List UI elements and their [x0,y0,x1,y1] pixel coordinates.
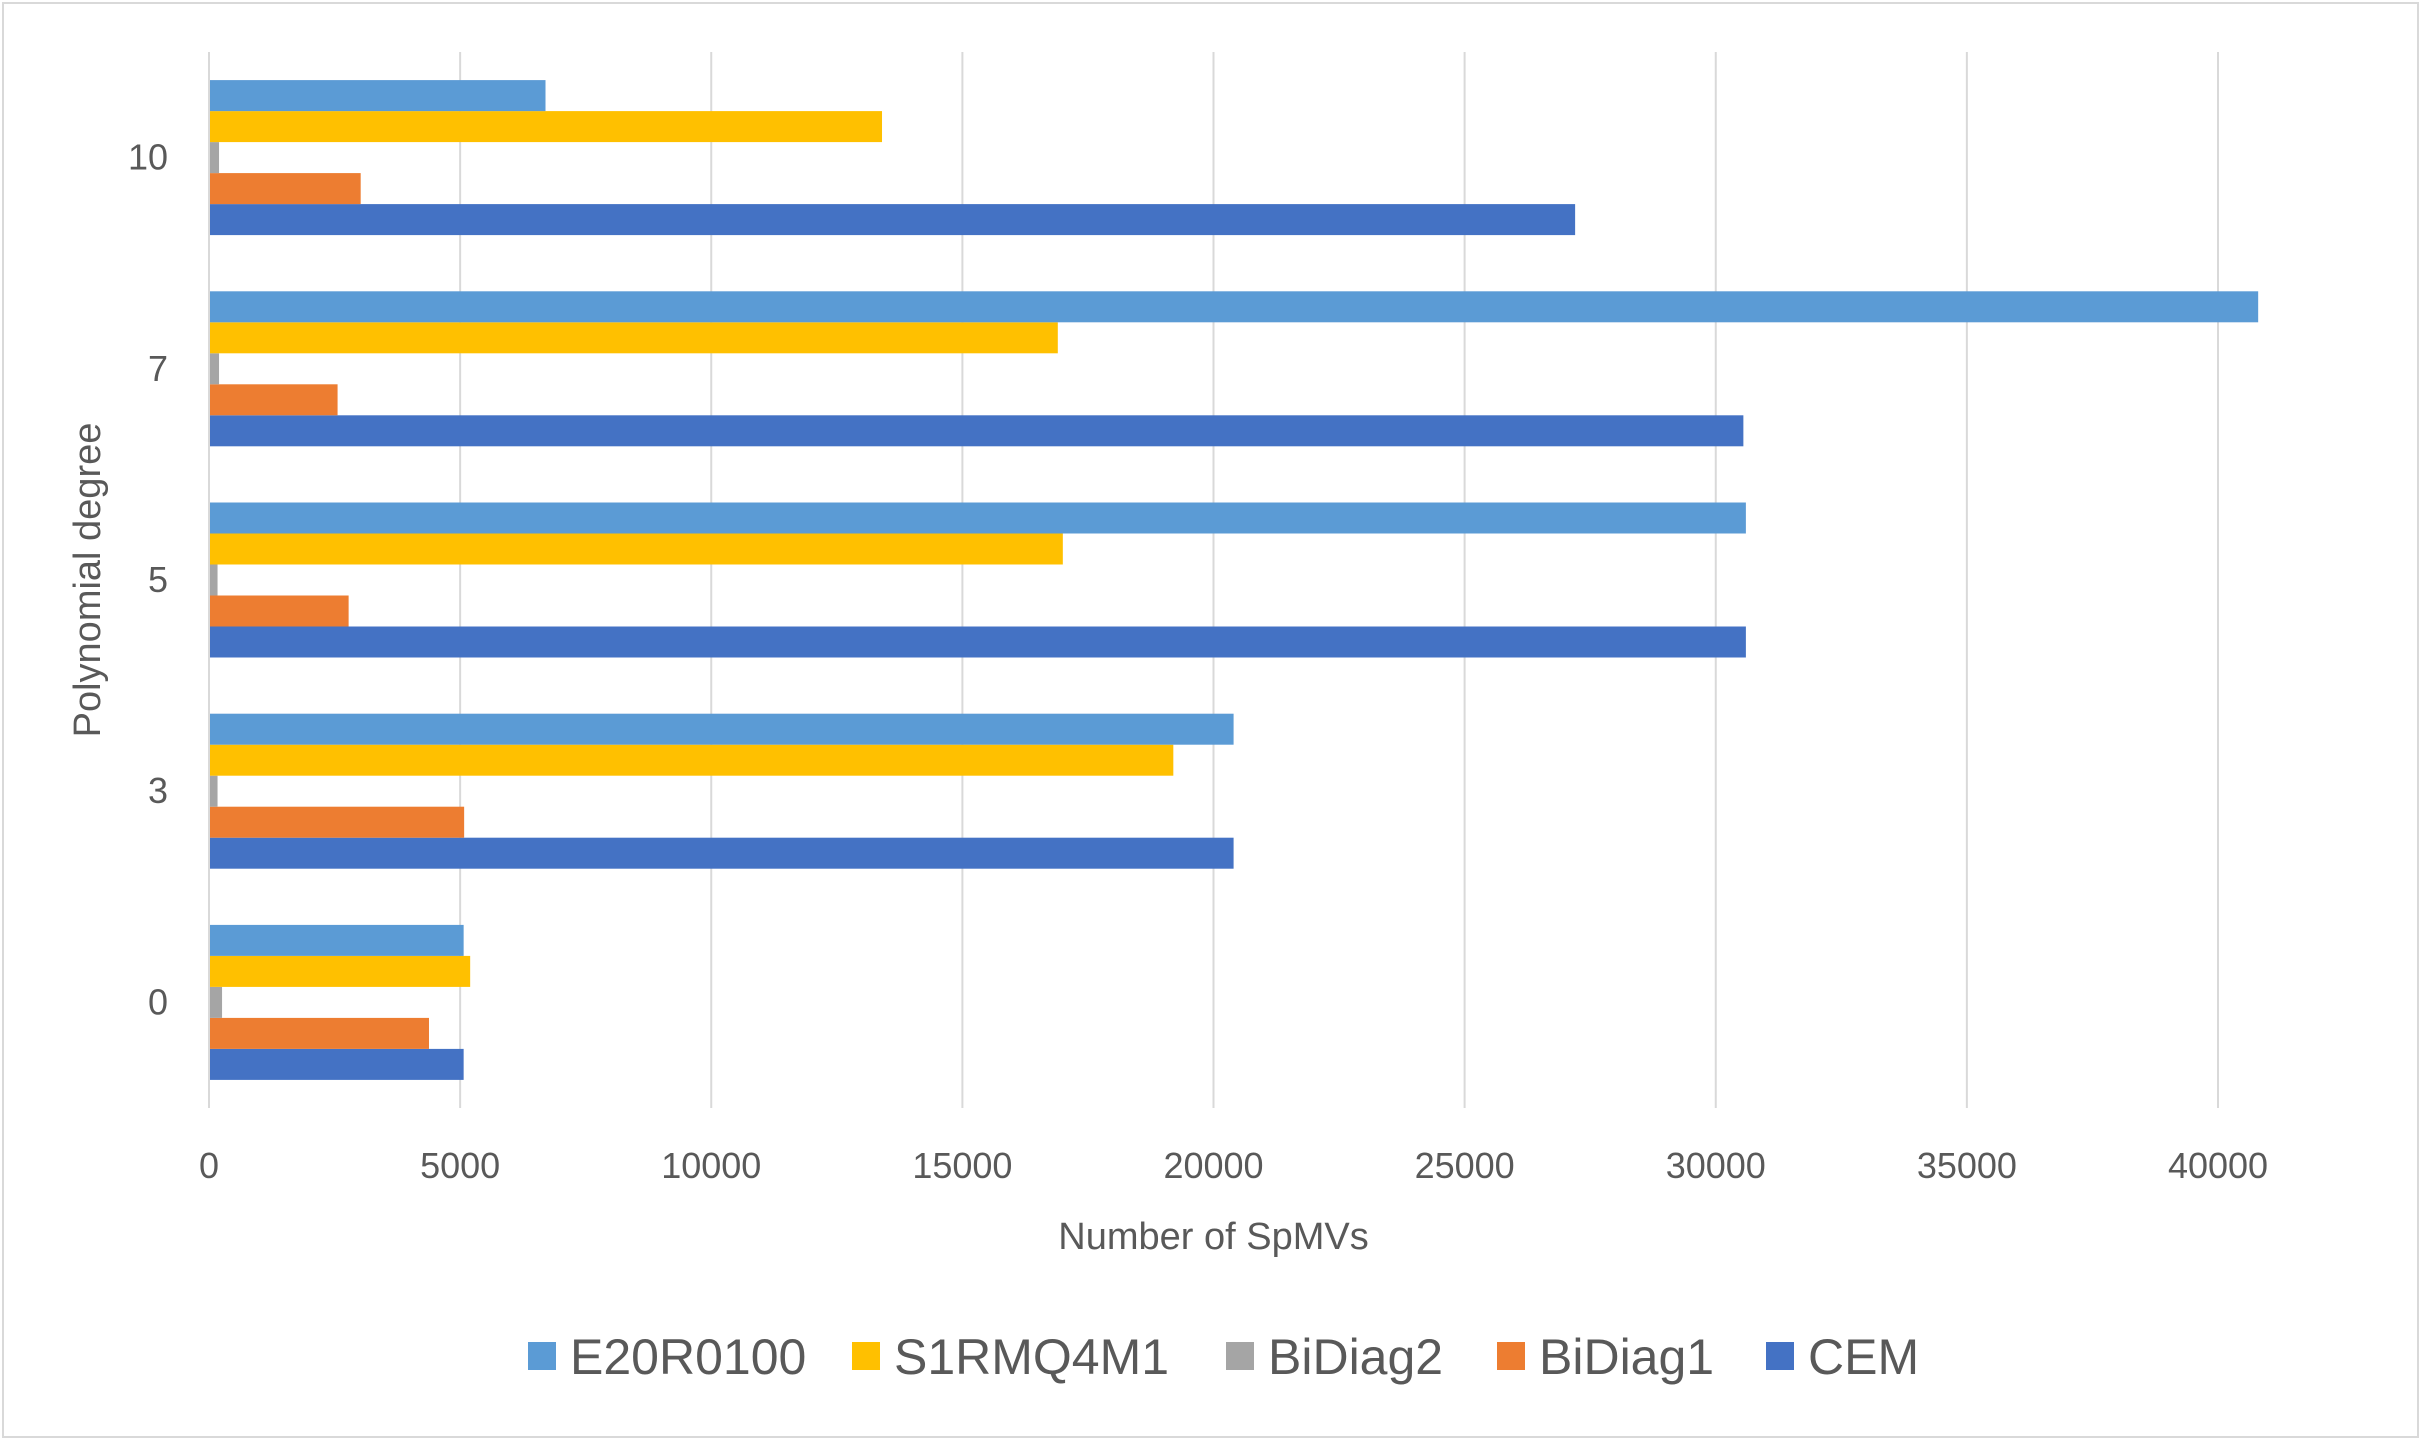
bar-bidiag1-degree-10 [209,173,361,205]
legend-swatch-bidiag1 [1497,1342,1525,1370]
bar-s1rmq4m1-degree-7 [209,322,1058,354]
legend-label-e20r0100: E20R0100 [570,1329,806,1385]
bar-bidiag1-degree-5 [209,595,349,627]
x-tick-label: 40000 [2168,1145,2268,1186]
y-tick-label: 3 [148,770,168,811]
legend-swatch-bidiag2 [1226,1342,1254,1370]
bar-bidiag2-degree-0 [209,986,223,1018]
y-tick-label: 7 [148,348,168,389]
bar-cem-degree-7 [209,415,1744,447]
y-tick-label: 5 [148,559,168,600]
axes: 0 5000 10000 15000 20000 25000 30000 35000 40000… [128,52,2268,1186]
bar-cem-degree-10 [209,204,1576,236]
x-tick-label: 5000 [420,1145,500,1186]
bar-s1rmq4m1-degree-3 [209,744,1174,776]
bar-bidiag2-degree-7 [209,353,220,385]
legend-label-bidiag1: BiDiag1 [1539,1329,1714,1385]
bar-e20r0100-degree-3 [209,713,1234,745]
bar-bidiag2-degree-3 [209,775,218,807]
legend: E20R0100 S1RMQ4M1 BiDiag2 BiDiag1 CEM [528,1329,1919,1385]
legend-swatch-e20r0100 [528,1342,556,1370]
legend-swatch-cem [1766,1342,1794,1370]
bar-e20r0100-degree-0 [209,924,464,956]
bar-bidiag1-degree-3 [209,806,465,838]
bar-bidiag1-degree-7 [209,384,338,416]
x-tick-label: 30000 [1666,1145,1766,1186]
x-tick-label: 20000 [1163,1145,1263,1186]
x-tick-label: 25000 [1415,1145,1515,1186]
x-tick-label: 15000 [912,1145,1012,1186]
x-tick-label: 0 [199,1145,219,1186]
y-tick-label: 10 [128,137,168,178]
bar-cem-degree-3 [209,837,1234,869]
bar-cem-degree-0 [209,1048,464,1080]
bars [209,80,2259,1080]
x-tick-label: 35000 [1917,1145,2017,1186]
legend-label-s1rmq4m1: S1RMQ4M1 [894,1329,1169,1385]
x-axis-title: Number of SpMVs [1058,1216,1368,1258]
bar-s1rmq4m1-degree-5 [209,533,1063,565]
bar-cem-degree-5 [209,626,1746,658]
legend-swatch-s1rmq4m1 [852,1342,880,1370]
bar-e20r0100-degree-10 [209,80,546,112]
legend-label-bidiag2: BiDiag2 [1268,1329,1443,1385]
x-tick-label: 10000 [661,1145,761,1186]
y-tick-label: 0 [148,981,168,1022]
bar-bidiag1-degree-0 [209,1017,429,1049]
bar-e20r0100-degree-5 [209,502,1746,534]
bar-bidiag2-degree-10 [209,142,220,174]
bar-bidiag2-degree-5 [209,564,218,596]
y-axis-title: Polynomial degree [67,423,109,738]
legend-label-cem: CEM [1808,1329,1919,1385]
bar-s1rmq4m1-degree-10 [209,111,883,143]
bar-s1rmq4m1-degree-0 [209,955,471,987]
bar-e20r0100-degree-7 [209,291,2259,323]
